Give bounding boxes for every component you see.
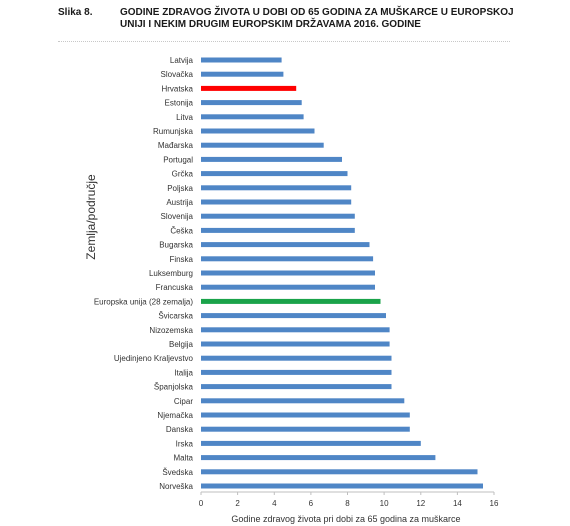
category-label: Belgija bbox=[169, 340, 194, 349]
x-tick-label: 2 bbox=[235, 499, 240, 508]
bar-2 bbox=[201, 71, 284, 77]
bar-17 bbox=[201, 284, 375, 290]
category-label: Švicarska bbox=[158, 312, 193, 321]
bar-8 bbox=[201, 156, 342, 162]
category-label: Hrvatska bbox=[161, 84, 193, 93]
category-label: Portugal bbox=[163, 155, 193, 164]
bar-29 bbox=[201, 455, 436, 461]
bars-group bbox=[201, 57, 483, 489]
category-label: Cipar bbox=[174, 397, 193, 406]
category-label: Španjolska bbox=[154, 383, 194, 392]
category-label: Austrija bbox=[166, 198, 193, 207]
figure-title: GODINE ZDRAVOG ŽIVOTA U DOBI OD 65 GODIN… bbox=[120, 7, 514, 30]
category-label: Njemačka bbox=[157, 411, 193, 420]
category-label: Latvija bbox=[170, 56, 194, 65]
bar-30 bbox=[201, 469, 478, 475]
category-label: Litva bbox=[176, 113, 193, 122]
category-label: Irska bbox=[176, 439, 194, 448]
category-label: Estonija bbox=[165, 99, 194, 108]
category-label: Francuska bbox=[156, 283, 194, 292]
bar-20 bbox=[201, 327, 390, 333]
x-axis-title: Godine zdravog života pri dobi za 65 god… bbox=[231, 514, 460, 524]
x-tick-label: 6 bbox=[309, 499, 314, 508]
y-axis-title-group: Zemlja/područje bbox=[84, 174, 98, 260]
bar-4 bbox=[201, 100, 302, 106]
category-label: Italija bbox=[174, 368, 193, 377]
category-label: Rumunjska bbox=[153, 127, 194, 136]
x-tick-label: 4 bbox=[272, 499, 277, 508]
bar-13 bbox=[201, 227, 355, 233]
bar-12 bbox=[201, 213, 355, 219]
bar-27 bbox=[201, 426, 410, 432]
category-labels-group: Latvija Slovačka Hrvatska Estonija Litva Rumu… bbox=[94, 56, 194, 491]
x-tick-label: 0 bbox=[199, 499, 204, 508]
category-label: Luksemburg bbox=[149, 269, 193, 278]
category-label: Norveška bbox=[159, 482, 193, 491]
bar-9 bbox=[201, 171, 348, 177]
x-tick-label: 14 bbox=[453, 499, 462, 508]
x-tick-label: 8 bbox=[345, 499, 350, 508]
title-divider bbox=[58, 41, 510, 42]
x-tick-label: 16 bbox=[490, 499, 499, 508]
bar-25 bbox=[201, 398, 405, 404]
bar-6 bbox=[201, 128, 315, 134]
bar-5 bbox=[201, 114, 304, 120]
x-tick-label: 12 bbox=[416, 499, 425, 508]
bar-24 bbox=[201, 384, 392, 390]
bar-11 bbox=[201, 199, 352, 205]
category-label: Češka bbox=[170, 226, 193, 235]
bar-3 bbox=[201, 85, 297, 91]
category-label: Mađarska bbox=[158, 141, 194, 150]
bar-19 bbox=[201, 313, 386, 319]
category-label: Slovačka bbox=[161, 70, 194, 79]
bar-10 bbox=[201, 185, 352, 191]
x-tick-label: 10 bbox=[380, 499, 389, 508]
bar-22 bbox=[201, 355, 392, 361]
x-axis-group: 0 2 4 6 8 10 12 14 16 bbox=[199, 491, 499, 508]
category-label: Švedska bbox=[162, 468, 193, 477]
bar-28 bbox=[201, 440, 421, 446]
bar-14 bbox=[201, 242, 370, 248]
category-label: Nizozemska bbox=[149, 326, 193, 335]
bar-23 bbox=[201, 369, 392, 375]
category-label: Ujedinjeno Kraljevstvo bbox=[114, 354, 194, 363]
category-label: Danska bbox=[166, 425, 194, 434]
category-label: Finska bbox=[169, 255, 193, 264]
bar-21 bbox=[201, 341, 390, 347]
category-label: Grčka bbox=[172, 170, 194, 179]
bar-16 bbox=[201, 270, 375, 276]
bar-7 bbox=[201, 142, 324, 148]
y-axis-title: Zemlja/područje bbox=[84, 174, 98, 260]
figure-label: Slika 8. bbox=[58, 7, 93, 18]
bar-18 bbox=[201, 298, 381, 304]
category-label: Europska unija (28 zemalja) bbox=[94, 297, 193, 306]
bar-31 bbox=[201, 483, 483, 489]
category-label: Bugarska bbox=[159, 241, 193, 250]
bar-1 bbox=[201, 57, 282, 63]
category-label: Slovenija bbox=[161, 212, 194, 221]
category-label: Poljska bbox=[167, 184, 193, 193]
bar-15 bbox=[201, 256, 374, 262]
category-label: Malta bbox=[173, 454, 193, 463]
bar-26 bbox=[201, 412, 410, 418]
